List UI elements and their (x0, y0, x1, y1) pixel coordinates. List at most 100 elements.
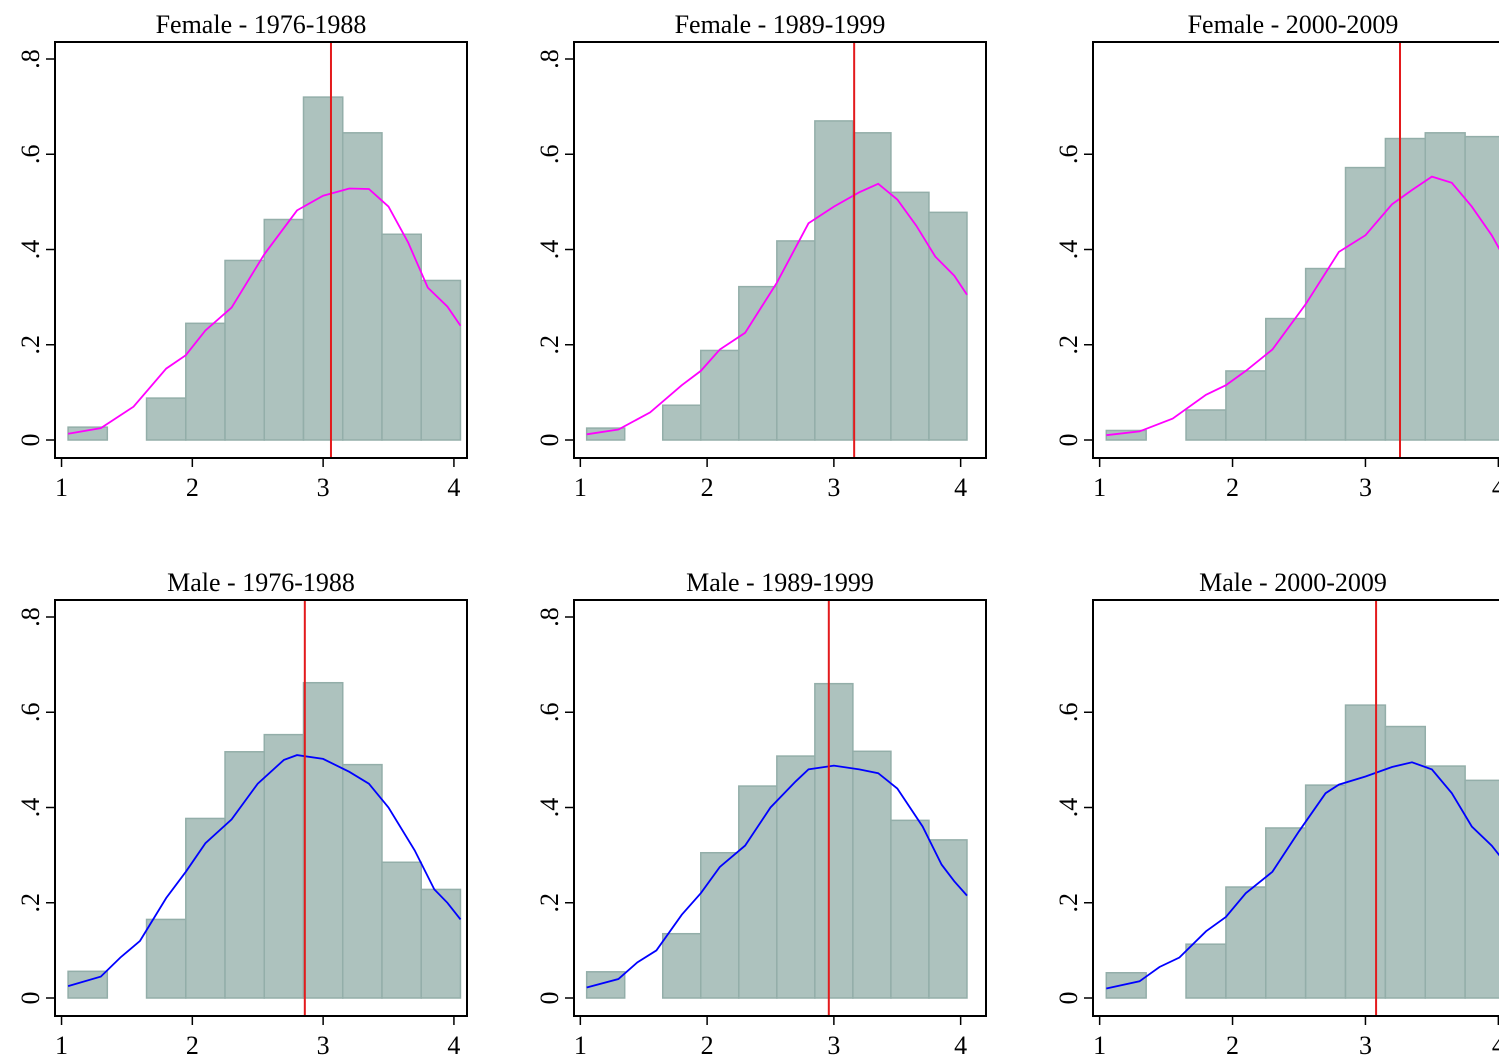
density-curve (67, 187, 462, 435)
histogram-bar (341, 763, 383, 999)
histogram-bar (814, 120, 854, 441)
x-tick-label: 3 (1359, 473, 1372, 502)
x-tick-label: 2 (701, 473, 714, 502)
histogram-bar (928, 839, 968, 999)
histogram-bar (852, 132, 892, 441)
plot-area (1105, 42, 1499, 458)
histogram-bar (1185, 409, 1227, 441)
panel-title: Female - 2000-2009 (1188, 10, 1399, 39)
histogram-bar (185, 817, 226, 999)
histogram-bar (1105, 972, 1147, 999)
x-tick-label: 4 (1492, 1031, 1499, 1060)
density-curve (586, 182, 968, 436)
histogram-bar (928, 211, 968, 441)
histogram-bar (661, 932, 702, 999)
plot-area (67, 600, 462, 1016)
x-tick-label: 3 (827, 473, 840, 502)
y-tick-label: .2 (16, 335, 45, 355)
x-tick-label: 4 (954, 473, 967, 502)
density-curve (1106, 175, 1499, 437)
x-tick-label: 4 (1492, 473, 1499, 502)
x-tick-label: 1 (1093, 1031, 1106, 1060)
panel-title: Male - 1989-1999 (686, 568, 874, 597)
y-tick-label: .4 (535, 240, 564, 260)
x-tick-label: 3 (317, 473, 330, 502)
plot-area (67, 42, 462, 458)
y-tick-label: .8 (16, 49, 45, 69)
y-tick-label: 0 (535, 992, 564, 1005)
histogram-bar (738, 785, 778, 999)
x-tick-label: 3 (317, 1031, 330, 1060)
y-tick-label: 0 (16, 992, 45, 1005)
histogram-bar (661, 404, 702, 441)
histogram-bar (814, 682, 854, 999)
y-tick-label: .6 (1054, 703, 1083, 723)
y-tick-label: .2 (1054, 893, 1083, 913)
histogram-bar (1464, 135, 1499, 441)
histogram-bar (1384, 137, 1427, 441)
histogram-bar (381, 861, 422, 999)
histogram-bar (420, 279, 462, 441)
histogram-bar (1384, 725, 1427, 999)
x-tick-label: 2 (186, 473, 199, 502)
x-tick-label: 2 (1226, 1031, 1239, 1060)
panel-4: Male - 1976-1988 1 2 3 4 0 .2 .4 .6 .8 (16, 568, 468, 1060)
histogram-bar (1185, 943, 1227, 999)
panel-title: Female - 1976-1988 (156, 10, 367, 39)
histogram-bar (145, 397, 187, 441)
histogram-bar (1304, 267, 1347, 441)
y-tick-label: .4 (16, 798, 45, 818)
plot-area (1105, 600, 1499, 1016)
y-tick-label: .4 (1054, 240, 1083, 260)
x-tick-label: 1 (574, 473, 587, 502)
histogram-bar (1225, 886, 1267, 999)
histogram-bar (302, 96, 344, 441)
histogram-bar (145, 918, 187, 999)
x-tick-label: 3 (1359, 1031, 1372, 1060)
histogram-bar (1344, 704, 1387, 999)
histogram-bar (890, 191, 930, 441)
y-tick-label: .8 (535, 49, 564, 69)
y-tick-label: 0 (1054, 434, 1083, 447)
y-tick-label: .2 (1054, 335, 1083, 355)
histogram-bar (1344, 166, 1387, 441)
panel-5: Male - 1989-1999 1 2 3 4 0 .2 .4 .6 .8 (535, 568, 987, 1060)
y-tick-label: 0 (535, 434, 564, 447)
histogram-bar (776, 755, 816, 999)
y-tick-label: .4 (1054, 798, 1083, 818)
histogram-bar (1464, 779, 1499, 999)
histogram-bar (224, 751, 266, 999)
histogram-bar (263, 733, 305, 999)
x-tick-label: 4 (954, 1031, 967, 1060)
x-tick-label: 4 (447, 473, 460, 502)
histogram-bar (263, 218, 305, 441)
panel-2: Female - 1989-1999 1 2 3 4 0 .2 .4 .6 .8 (535, 10, 987, 502)
histogram-bar (738, 285, 778, 441)
x-tick-label: 1 (574, 1031, 587, 1060)
histogram-bar (1304, 784, 1347, 999)
density-curve (1106, 761, 1499, 990)
y-tick-label: .6 (16, 703, 45, 723)
histogram-bar (585, 971, 626, 999)
panel-title: Male - 1976-1988 (167, 568, 355, 597)
plot-area (585, 600, 968, 1016)
histogram-bar (185, 322, 226, 441)
x-tick-label: 1 (55, 473, 68, 502)
x-tick-label: 2 (186, 1031, 199, 1060)
histogram-bar (1265, 317, 1307, 441)
histogram-bar (341, 132, 383, 441)
histogram-bar (1424, 132, 1466, 441)
panel-title: Female - 1989-1999 (675, 10, 886, 39)
y-tick-label: 0 (16, 434, 45, 447)
y-tick-label: .8 (535, 607, 564, 627)
x-tick-label: 2 (701, 1031, 714, 1060)
y-tick-label: .4 (16, 240, 45, 260)
panel-3: Female - 2000-2009 1 2 3 4 0 .2 .4 .6 (1054, 10, 1499, 502)
y-tick-label: .4 (535, 798, 564, 818)
density-curve (586, 764, 968, 989)
x-tick-label: 3 (827, 1031, 840, 1060)
y-tick-label: .6 (1054, 145, 1083, 165)
histogram-bar (852, 750, 892, 999)
y-tick-label: .6 (535, 145, 564, 165)
histogram-bar (1105, 429, 1147, 441)
